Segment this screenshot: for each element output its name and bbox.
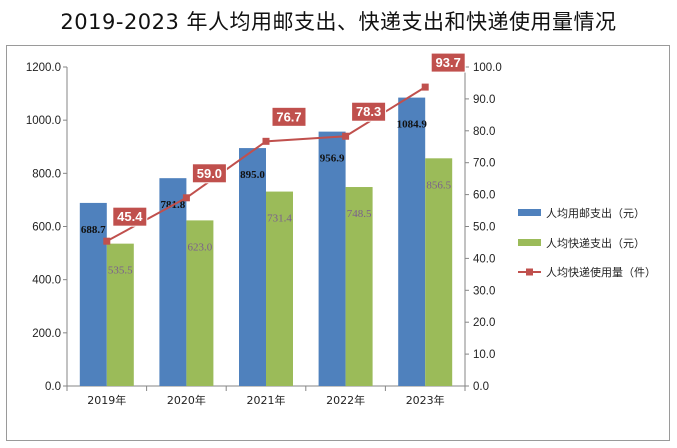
- express-usage-marker: [262, 137, 270, 145]
- postal-spending-bar: [318, 131, 346, 386]
- right-tick-label: 40.0: [473, 253, 495, 265]
- right-tick-label: 100.0: [473, 62, 502, 74]
- express-spending-label: 856.5: [426, 179, 451, 191]
- legend-swatch-postal: [518, 209, 541, 216]
- legend-swatch-express: [518, 239, 541, 246]
- category-label: 2019年: [87, 393, 126, 407]
- express-usage-label: 78.3: [356, 104, 381, 119]
- express-spending-label: 748.5: [347, 208, 372, 220]
- express-spending-bar: [186, 220, 214, 386]
- express-spending-label: 731.4: [267, 213, 292, 225]
- express-usage-label: 59.0: [197, 166, 222, 181]
- legend-label: 人均快递支出（元）: [546, 236, 645, 250]
- right-tick-label: 20.0: [473, 317, 495, 329]
- left-tick-label: 200.0: [32, 328, 61, 340]
- postal-spending-bar: [239, 148, 266, 386]
- express-usage-label: 45.4: [117, 209, 143, 224]
- left-tick-label: 0.0: [45, 381, 61, 393]
- chart-frame: 0.0 200.0 400.0 600.0 800.0 1000.0 1200.0 0.0 10…: [6, 45, 670, 441]
- express-usage-marker: [342, 132, 350, 140]
- express-usage-label: 76.7: [276, 109, 301, 124]
- right-tick-label: 10.0: [473, 349, 495, 361]
- postal-spending-label: 895.0: [240, 169, 265, 181]
- express-spending-bar: [266, 191, 293, 386]
- left-tick-label: 600.0: [32, 222, 61, 234]
- right-tick-label: 60.0: [473, 190, 495, 202]
- express-spending-bar: [345, 187, 373, 386]
- right-tick-label: 30.0: [473, 285, 495, 297]
- legend-label: 人均用邮支出（元）: [546, 206, 645, 220]
- left-tick-label: 1200.0: [26, 62, 61, 74]
- postal-spending-bar: [398, 97, 426, 386]
- express-usage-label-box: [271, 106, 307, 127]
- postal-spending-label: 688.7: [81, 224, 106, 236]
- right-tick-label: 90.0: [473, 94, 495, 106]
- express-usage-marker: [103, 237, 111, 245]
- combo-chart: 0.0 200.0 400.0 600.0 800.0 1000.0 1200.0 0.0 10…: [26, 52, 656, 407]
- right-tick-label: 50.0: [473, 222, 495, 234]
- express-spending-bar: [425, 158, 453, 386]
- express-usage-label-box: [351, 101, 387, 122]
- express-usage-label-box: [112, 206, 148, 227]
- express-usage-label-box: [430, 52, 466, 73]
- category-label: 2020年: [167, 393, 206, 407]
- express-spending-label: 535.5: [108, 265, 133, 277]
- right-tick-label: 0.0: [473, 381, 489, 393]
- express-usage-label-box: [191, 163, 227, 184]
- category-label: 2021年: [247, 393, 286, 407]
- category-label: 2023年: [406, 393, 445, 407]
- left-tick-label: 1000.0: [26, 115, 61, 127]
- legend-swatch-usage-marker: [526, 268, 533, 276]
- category-label: 2022年: [326, 393, 365, 407]
- left-tick-label: 800.0: [32, 168, 61, 180]
- legend-label: 人均快递使用量（件）: [546, 265, 656, 279]
- chart-title: 2019-2023 年人均用邮支出、快递支出和快递使用量情况: [60, 10, 617, 34]
- right-tick-label: 80.0: [473, 126, 495, 138]
- postal-spending-bar: [79, 202, 107, 386]
- express-usage-marker: [182, 194, 190, 202]
- postal-spending-label: 956.9: [320, 153, 345, 165]
- express-usage-marker: [421, 83, 429, 91]
- express-usage-label: 93.7: [436, 55, 461, 70]
- left-tick-label: 400.0: [32, 275, 61, 287]
- express-spending-bar: [106, 243, 134, 386]
- postal-spending-bar: [159, 178, 187, 386]
- right-tick-label: 70.0: [473, 158, 495, 170]
- express-spending-label: 623.0: [188, 241, 213, 253]
- postal-spending-label: 1084.9: [397, 119, 428, 131]
